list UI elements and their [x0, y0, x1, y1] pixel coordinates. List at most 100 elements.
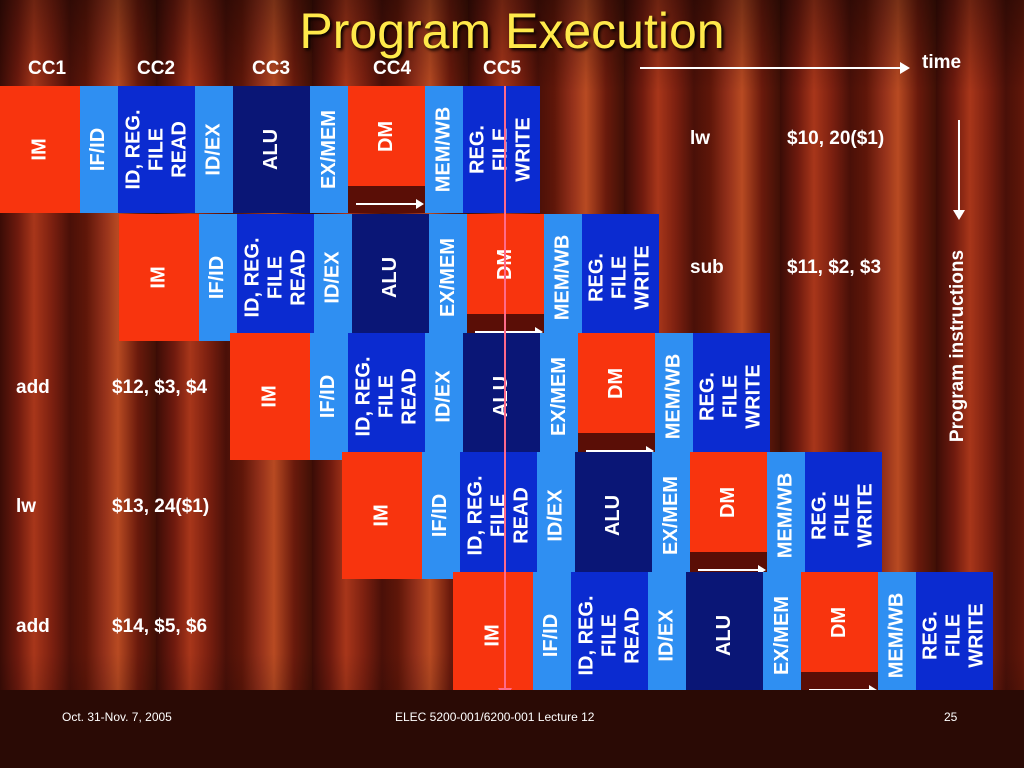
dm-writeback-bar [348, 186, 425, 213]
stage-regwrite: REG. FILE WRITE [805, 452, 882, 579]
stage-idex: ID/EX [314, 214, 352, 341]
stage-dm-label: DM [374, 120, 397, 152]
stage-im: IM [119, 214, 199, 341]
stage-idex-label: ID/EX [544, 489, 567, 542]
stage-idex-label: ID/EX [432, 370, 455, 423]
stage-ifid-label: IF/ID [206, 255, 229, 300]
stage-exmem-label: EX/MEM [770, 596, 793, 675]
stage-ifid-label: IF/ID [317, 374, 340, 419]
stage-memwb: MEM/WB [544, 214, 582, 341]
stage-exmem: EX/MEM [310, 86, 348, 213]
stage-im: IM [0, 86, 80, 213]
cc1-label: CC1 [28, 58, 67, 79]
stage-im: IM [453, 572, 533, 699]
stage-ifid: IF/ID [533, 572, 571, 699]
stage-regread-label: ID, REG. FILE READ [352, 356, 421, 437]
stage-regwrite: REG. FILE WRITE [463, 86, 540, 213]
stage-exmem: EX/MEM [540, 333, 578, 460]
stage-idex: ID/EX [648, 572, 686, 699]
instr-3-args: $12, $3, $4 [112, 377, 208, 398]
stage-regwrite: REG. FILE WRITE [916, 572, 993, 699]
stage-memwb-label: MEM/WB [885, 592, 908, 679]
stage-regwrite: REG. FILE WRITE [693, 333, 770, 460]
stage-im: IM [342, 452, 422, 579]
writeback-arrow [356, 199, 424, 209]
stage-regwrite-label: REG. FILE WRITE [809, 483, 877, 548]
stage-regread-label: ID, REG. FILE READ [122, 109, 191, 190]
stage-alu: ALU [463, 333, 540, 460]
stage-regwrite-label: REG. FILE WRITE [467, 117, 535, 182]
stage-ifid: IF/ID [310, 333, 348, 460]
instr-1-args: $10, 20($1) [787, 128, 885, 149]
stage-alu-label: ALU [378, 256, 401, 299]
stage-memwb-label: MEM/WB [662, 353, 685, 440]
stage-idex-label: ID/EX [321, 251, 344, 304]
stage-im: IM [230, 333, 310, 460]
instr-4-args: $13, 24($1) [112, 496, 210, 517]
footer-page: 25 [944, 710, 958, 724]
cc5-marker-line [498, 86, 512, 700]
stage-dm: DM [578, 333, 655, 433]
stage-regread-label: ID, REG. FILE READ [575, 595, 644, 676]
stage-im-label: IM [258, 385, 281, 408]
stage-regwrite-label: REG. FILE WRITE [697, 364, 765, 429]
stage-exmem: EX/MEM [429, 214, 467, 341]
instr-2-args: $11, $2, $3 [787, 257, 882, 278]
cc5-label: CC5 [483, 58, 522, 79]
footer-ground [0, 690, 1024, 768]
stage-im-label: IM [370, 504, 393, 527]
program-arrow [953, 120, 965, 220]
stage-regwrite: REG. FILE WRITE [582, 214, 659, 341]
time-arrow [640, 62, 910, 74]
stage-exmem-label: EX/MEM [317, 110, 340, 189]
instr-3-op: add [16, 377, 50, 398]
writeback-arrow [698, 565, 766, 575]
stage-alu-label: ALU [712, 614, 735, 657]
instr-4-op: lw [16, 496, 37, 517]
stage-exmem-label: EX/MEM [659, 476, 682, 555]
stage-ifid: IF/ID [422, 452, 460, 579]
stage-im-label: IM [147, 266, 170, 289]
instr-5-op: add [16, 616, 50, 637]
stage-dm: DM [801, 572, 878, 672]
stage-ifid: IF/ID [199, 214, 237, 341]
instr-2-op: sub [690, 257, 724, 278]
stage-dm-label: DM [604, 367, 627, 399]
stage-dm: DM [348, 86, 425, 186]
cc3-label: CC3 [252, 58, 291, 79]
stage-regread: ID, REG. FILE READ [460, 452, 537, 579]
stage-im-label: IM [28, 138, 51, 161]
stage-exmem-label: EX/MEM [547, 357, 570, 436]
writeback-arrow [586, 446, 654, 456]
stage-ifid: IF/ID [80, 86, 118, 213]
stage-memwb-label: MEM/WB [551, 234, 574, 321]
stage-idex: ID/EX [537, 452, 575, 579]
stage-dm-label: DM [716, 486, 739, 518]
stage-dm-label: DM [827, 606, 850, 638]
stage-regread: ID, REG. FILE READ [118, 86, 195, 213]
stage-regread-label: ID, REG. FILE READ [464, 475, 533, 556]
stage-alu: ALU [686, 572, 763, 699]
cc2-label: CC2 [137, 58, 176, 79]
stage-idex: ID/EX [195, 86, 233, 213]
stage-alu: ALU [233, 86, 310, 213]
stage-alu-label: ALU [601, 494, 624, 537]
stage-idex-label: ID/EX [655, 609, 678, 662]
writeback-arrow [475, 327, 543, 337]
footer-date: Oct. 31-Nov. 7, 2005 [62, 710, 172, 724]
stage-exmem-label: EX/MEM [436, 238, 459, 317]
stage-im-label: IM [481, 624, 504, 647]
stage-memwb: MEM/WB [767, 452, 805, 579]
stage-regread: ID, REG. FILE READ [571, 572, 648, 699]
stage-alu: ALU [352, 214, 429, 341]
stage-memwb: MEM/WB [655, 333, 693, 460]
stage-regread: ID, REG. FILE READ [348, 333, 425, 460]
stage-ifid-label: IF/ID [540, 613, 563, 658]
time-label: time [922, 52, 962, 73]
stage-memwb: MEM/WB [878, 572, 916, 699]
slide-title: Program Execution [299, 3, 725, 59]
stage-exmem: EX/MEM [652, 452, 690, 579]
stage-exmem: EX/MEM [763, 572, 801, 699]
stage-regwrite-label: REG. FILE WRITE [920, 603, 988, 668]
stage-idex-label: ID/EX [202, 123, 225, 176]
